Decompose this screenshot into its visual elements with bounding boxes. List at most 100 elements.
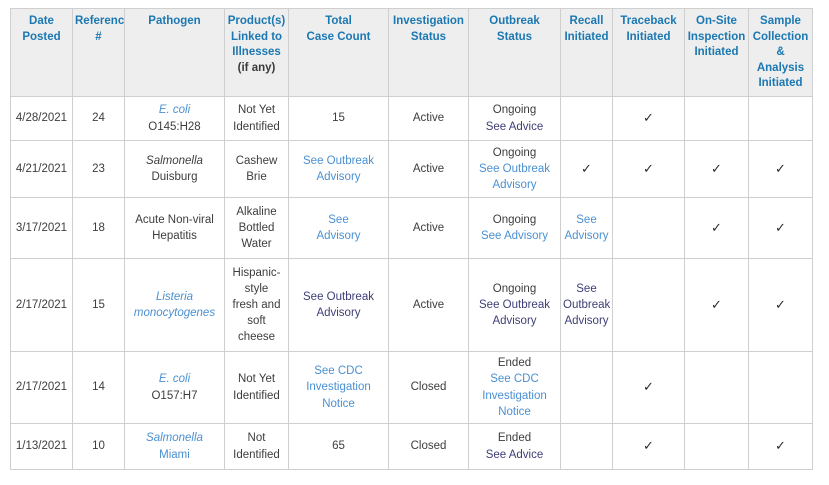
date-text: 2/17/2021 [15, 298, 68, 311]
pathogen-link[interactable]: Listeria [155, 290, 194, 303]
outbreak-link[interactable]: See CDC [490, 373, 539, 386]
pathogen-link[interactable]: monocytogenes [133, 307, 216, 319]
cell-recall [560, 423, 613, 470]
table-body: 4/28/2021 24 E. coli O145:H28 Not Yet Identif… [10, 96, 813, 470]
column-header-total: Total Case Count [288, 8, 389, 97]
column-header-label: Total Case Count [306, 15, 371, 43]
pathogen-link[interactable]: Miami [159, 448, 190, 461]
column-header-outbreak: Outbreak Status [468, 8, 561, 97]
total-link[interactable]: Advisory [316, 307, 361, 319]
pathogen-link[interactable]: E. coli [158, 104, 191, 117]
cell-total: See Outbreak Advisory [288, 140, 389, 198]
inv-text: Closed [410, 440, 447, 453]
outbreak-text: Ongoing [492, 104, 537, 117]
cell-inv: Closed [388, 351, 469, 424]
total-link[interactable]: See [328, 213, 349, 226]
inv-text: Active [412, 112, 445, 125]
outbreak-text: Ongoing [492, 213, 537, 226]
product-text: Not Yet [237, 104, 276, 117]
outbreak-link[interactable]: Investigation [482, 389, 547, 402]
outbreak-link[interactable]: Advisory [492, 315, 537, 328]
outbreak-link[interactable]: See Advisory [480, 230, 549, 242]
cell-product: Cashew Brie [224, 140, 289, 198]
cell-product: Not Identified [224, 423, 289, 470]
recall-link[interactable]: See [576, 213, 597, 226]
total-link[interactable]: See Outbreak [303, 154, 374, 167]
pathogen-text: Acute Non-viral [135, 213, 214, 226]
cell-total: 65 [288, 423, 389, 470]
cell-date: 4/21/2021 [10, 140, 73, 198]
total-link[interactable]: See Outbreak [303, 290, 374, 303]
recall-link[interactable]: Advisory [564, 230, 609, 242]
cell-outbreak: Ongoing See Outbreak Advisory [468, 140, 561, 198]
date-text: 2/17/2021 [15, 381, 68, 394]
cell-ref: 23 [72, 140, 125, 198]
cell-total: 15 [288, 96, 389, 141]
cell-total: See Outbreak Advisory [288, 258, 389, 352]
cell-sample: ✓ [748, 258, 813, 352]
cell-onsite: ✓ [684, 258, 749, 352]
cell-sample: ✓ [748, 197, 813, 259]
product-text: Alkaline [236, 205, 277, 218]
pathogen-text: O157:H7 [151, 389, 198, 402]
column-header-label: Recall Initiated [564, 15, 609, 43]
cell-date: 1/13/2021 [10, 423, 73, 470]
column-header-label: Investigation Status [393, 15, 464, 43]
outbreak-link[interactable]: See Outbreak [479, 162, 550, 175]
cell-total: See Advisory [288, 197, 389, 259]
total-link[interactable]: Advisory [316, 230, 361, 242]
recall-link[interactable]: Advisory [564, 315, 609, 328]
cell-pathogen: Listeria monocytogenes [124, 258, 225, 352]
cell-traceback: ✓ [612, 351, 685, 424]
cell-inv: Active [388, 258, 469, 352]
cell-recall [560, 96, 613, 141]
total-text: 65 [332, 440, 345, 453]
column-header-pathogen: Pathogen [124, 8, 225, 97]
pathogen-text: Duisburg [151, 171, 198, 183]
inv-text: Active [412, 162, 445, 175]
recall-link[interactable]: See [576, 282, 597, 295]
outbreak-link[interactable]: See Advice [485, 448, 544, 461]
product-text: Identified [233, 448, 280, 461]
header-row: Date Posted Reference # Pathogen Product(s)… [10, 8, 813, 97]
product-text: cheese [237, 331, 276, 344]
cell-onsite [684, 96, 749, 141]
outbreak-link[interactable]: See Advice [485, 120, 544, 133]
cell-recall: See Advisory [560, 197, 613, 259]
cell-pathogen: Salmonella Duisburg [124, 140, 225, 198]
cell-product: Alkaline Bottled Water [224, 197, 289, 259]
check-icon: ✓ [711, 219, 722, 235]
cell-date: 2/17/2021 [10, 351, 73, 424]
cell-product: Not Yet Identified [224, 96, 289, 141]
outbreak-link[interactable]: See Outbreak [479, 298, 550, 311]
total-link[interactable]: Investigation [306, 381, 371, 394]
outbreak-link[interactable]: Advisory [492, 179, 537, 192]
cell-traceback: ✓ [612, 140, 685, 198]
ref-text: 15 [92, 298, 105, 311]
check-icon: ✓ [581, 160, 592, 176]
column-header-traceback: Traceback Initiated [612, 8, 685, 97]
cell-ref: 18 [72, 197, 125, 259]
cell-ref: 14 [72, 351, 125, 424]
total-link[interactable]: Notice [322, 397, 355, 410]
total-link[interactable]: See CDC [314, 365, 363, 378]
total-link[interactable]: Advisory [316, 171, 361, 183]
product-text: Bottled [238, 221, 275, 234]
inv-text: Closed [410, 381, 447, 394]
check-icon: ✓ [775, 438, 786, 454]
column-header-label: Pathogen [148, 15, 201, 27]
cell-onsite: ✓ [684, 140, 749, 198]
cell-recall: ✓ [560, 140, 613, 198]
recall-link[interactable]: Outbreak [563, 298, 611, 311]
product-text: soft [247, 315, 266, 328]
cell-outbreak: Ended See Advice [468, 423, 561, 470]
cell-pathogen: Acute Non-viral Hepatitis [124, 197, 225, 259]
outbreak-link[interactable]: Notice [498, 405, 531, 418]
pathogen-link[interactable]: Salmonella [146, 432, 203, 445]
column-header-sample: Sample Collection & Analysis Initiated [748, 8, 813, 97]
column-header-date: Date Posted [10, 8, 73, 97]
pathogen-link[interactable]: E. coli [158, 373, 191, 386]
check-icon: ✓ [711, 296, 722, 312]
cell-sample: ✓ [748, 140, 813, 198]
check-icon: ✓ [775, 160, 786, 176]
